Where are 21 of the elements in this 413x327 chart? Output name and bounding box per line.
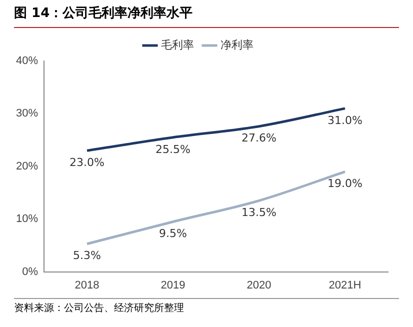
- y-tick-label: 10%: [16, 213, 38, 226]
- chart-title: 图 14：公司毛利率净利率水平: [14, 4, 399, 28]
- y-tick-label: 0%: [22, 266, 38, 278]
- y-tick-label: 40%: [16, 55, 38, 68]
- data-label: 13.5%: [242, 206, 276, 220]
- x-tick-label: 2019: [160, 279, 186, 292]
- legend-label: 净利率: [220, 38, 254, 52]
- data-label: 5.3%: [73, 249, 101, 262]
- x-tick-label: 2020: [246, 279, 272, 292]
- data-label: 31.0%: [328, 114, 362, 127]
- x-tick-label: 2018: [74, 279, 100, 292]
- y-tick-label: 20%: [16, 160, 38, 172]
- text: 资料来源：公司公告、经济研究所整理: [14, 298, 399, 315]
- x-tick-label: 2021H: [328, 279, 362, 292]
- legend-label: 毛利率: [161, 38, 194, 52]
- data-label: 25.5%: [156, 142, 190, 156]
- data-label: 27.6%: [242, 132, 276, 145]
- data-label: 19.0%: [328, 177, 362, 190]
- data-label: 23.0%: [70, 156, 104, 169]
- data-label: 9.5%: [159, 227, 187, 240]
- y-tick-label: 30%: [16, 108, 38, 120]
